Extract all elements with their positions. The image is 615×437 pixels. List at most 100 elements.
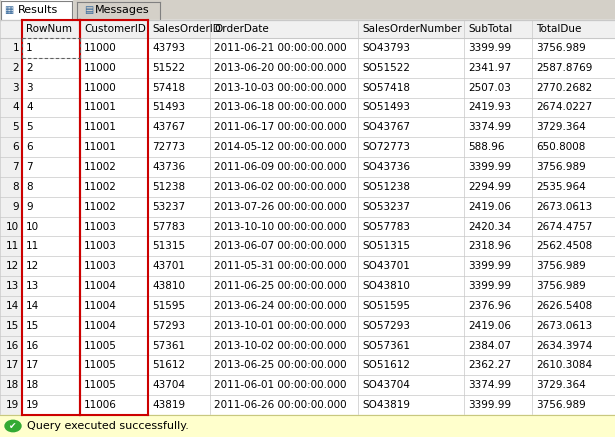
- Text: 13: 13: [26, 281, 39, 291]
- Text: 2384.07: 2384.07: [468, 340, 511, 350]
- Text: 3374.99: 3374.99: [468, 380, 511, 390]
- Bar: [0, 395, 22, 415]
- Text: 43793: 43793: [152, 43, 185, 53]
- Text: 3756.989: 3756.989: [536, 261, 585, 271]
- Text: SO43810: SO43810: [362, 281, 410, 291]
- Bar: [0, 177, 615, 197]
- Bar: [0, 336, 22, 355]
- Text: 2420.34: 2420.34: [468, 222, 511, 232]
- Bar: [0, 97, 615, 118]
- Text: 2673.0613: 2673.0613: [536, 321, 592, 331]
- Text: 2587.8769: 2587.8769: [536, 63, 592, 73]
- Text: 43736: 43736: [152, 162, 185, 172]
- Text: 2419.06: 2419.06: [468, 321, 511, 331]
- Bar: [0, 118, 22, 137]
- Text: 2341.97: 2341.97: [468, 63, 511, 73]
- Text: 53237: 53237: [152, 201, 185, 212]
- Bar: [0, 157, 22, 177]
- Text: SalesOrderID: SalesOrderID: [152, 24, 221, 34]
- Text: 11003: 11003: [84, 222, 117, 232]
- Text: 2013-10-01 00:00:00.000: 2013-10-01 00:00:00.000: [214, 321, 346, 331]
- Text: 2013-06-07 00:00:00.000: 2013-06-07 00:00:00.000: [214, 241, 346, 251]
- Text: 5: 5: [26, 122, 33, 132]
- Text: SO57783: SO57783: [362, 222, 410, 232]
- Text: 10: 10: [6, 222, 19, 232]
- Text: 3756.989: 3756.989: [536, 281, 585, 291]
- Text: 11004: 11004: [84, 321, 117, 331]
- Bar: [0, 157, 615, 177]
- Text: 11005: 11005: [84, 380, 117, 390]
- Text: SO57361: SO57361: [362, 340, 410, 350]
- Bar: [0, 236, 22, 256]
- Bar: [0, 316, 22, 336]
- Text: 2013-07-26 00:00:00.000: 2013-07-26 00:00:00.000: [214, 201, 347, 212]
- Text: 9: 9: [26, 201, 33, 212]
- Text: 2011-06-01 00:00:00.000: 2011-06-01 00:00:00.000: [214, 380, 346, 390]
- Text: 51315: 51315: [152, 241, 185, 251]
- Text: 9: 9: [12, 201, 19, 212]
- Text: 1: 1: [26, 43, 33, 53]
- Text: CustomerID: CustomerID: [84, 24, 146, 34]
- Bar: [0, 97, 22, 118]
- Text: 4: 4: [12, 102, 19, 112]
- Text: 3399.99: 3399.99: [468, 43, 511, 53]
- Text: Results: Results: [18, 5, 58, 15]
- Bar: [0, 20, 615, 38]
- Text: 57783: 57783: [152, 222, 185, 232]
- Text: 3399.99: 3399.99: [468, 261, 511, 271]
- Text: 2673.0613: 2673.0613: [536, 201, 592, 212]
- Text: 11000: 11000: [84, 63, 117, 73]
- Text: Messages: Messages: [95, 5, 149, 15]
- Text: ▤: ▤: [84, 5, 93, 15]
- Text: 3756.989: 3756.989: [536, 43, 585, 53]
- Text: 2535.964: 2535.964: [536, 182, 585, 192]
- Text: 11001: 11001: [84, 122, 117, 132]
- Bar: [0, 375, 615, 395]
- Text: ▦: ▦: [4, 5, 14, 15]
- Text: 11003: 11003: [84, 261, 117, 271]
- Text: 11002: 11002: [84, 182, 117, 192]
- Text: 16: 16: [26, 340, 39, 350]
- Text: 3756.989: 3756.989: [536, 162, 585, 172]
- Text: 3399.99: 3399.99: [468, 400, 511, 410]
- Bar: [0, 375, 22, 395]
- Bar: [0, 58, 615, 78]
- Text: SO43736: SO43736: [362, 162, 410, 172]
- Text: 2011-06-25 00:00:00.000: 2011-06-25 00:00:00.000: [214, 281, 347, 291]
- Text: 2294.99: 2294.99: [468, 182, 511, 192]
- Bar: [0, 316, 615, 336]
- Bar: [0, 78, 615, 97]
- Text: 2626.5408: 2626.5408: [536, 301, 592, 311]
- Text: 7: 7: [12, 162, 19, 172]
- Text: 43819: 43819: [152, 400, 185, 410]
- Bar: [0, 217, 615, 236]
- Text: 2013-06-20 00:00:00.000: 2013-06-20 00:00:00.000: [214, 63, 346, 73]
- Text: 3: 3: [12, 83, 19, 93]
- Text: 2674.4757: 2674.4757: [536, 222, 592, 232]
- Text: Query executed successfully.: Query executed successfully.: [27, 421, 189, 431]
- Text: 14: 14: [6, 301, 19, 311]
- Text: 18: 18: [26, 380, 39, 390]
- Text: 72773: 72773: [152, 142, 185, 152]
- Bar: [0, 58, 22, 78]
- Text: 57293: 57293: [152, 321, 185, 331]
- Text: SO43704: SO43704: [362, 380, 410, 390]
- Text: 8: 8: [26, 182, 33, 192]
- Text: 2: 2: [26, 63, 33, 73]
- Text: 6: 6: [26, 142, 33, 152]
- Text: 19: 19: [26, 400, 39, 410]
- Bar: [0, 0, 615, 20]
- Text: 11005: 11005: [84, 361, 117, 371]
- Bar: [0, 38, 22, 58]
- Text: 2: 2: [12, 63, 19, 73]
- Text: 51612: 51612: [152, 361, 185, 371]
- Bar: [0, 256, 22, 276]
- Text: SO51522: SO51522: [362, 63, 410, 73]
- Text: RowNum: RowNum: [26, 24, 72, 34]
- Text: 3399.99: 3399.99: [468, 281, 511, 291]
- Bar: [0, 296, 615, 316]
- Text: 8: 8: [12, 182, 19, 192]
- Bar: [0, 177, 22, 197]
- Text: 51595: 51595: [152, 301, 185, 311]
- Text: 11003: 11003: [84, 241, 117, 251]
